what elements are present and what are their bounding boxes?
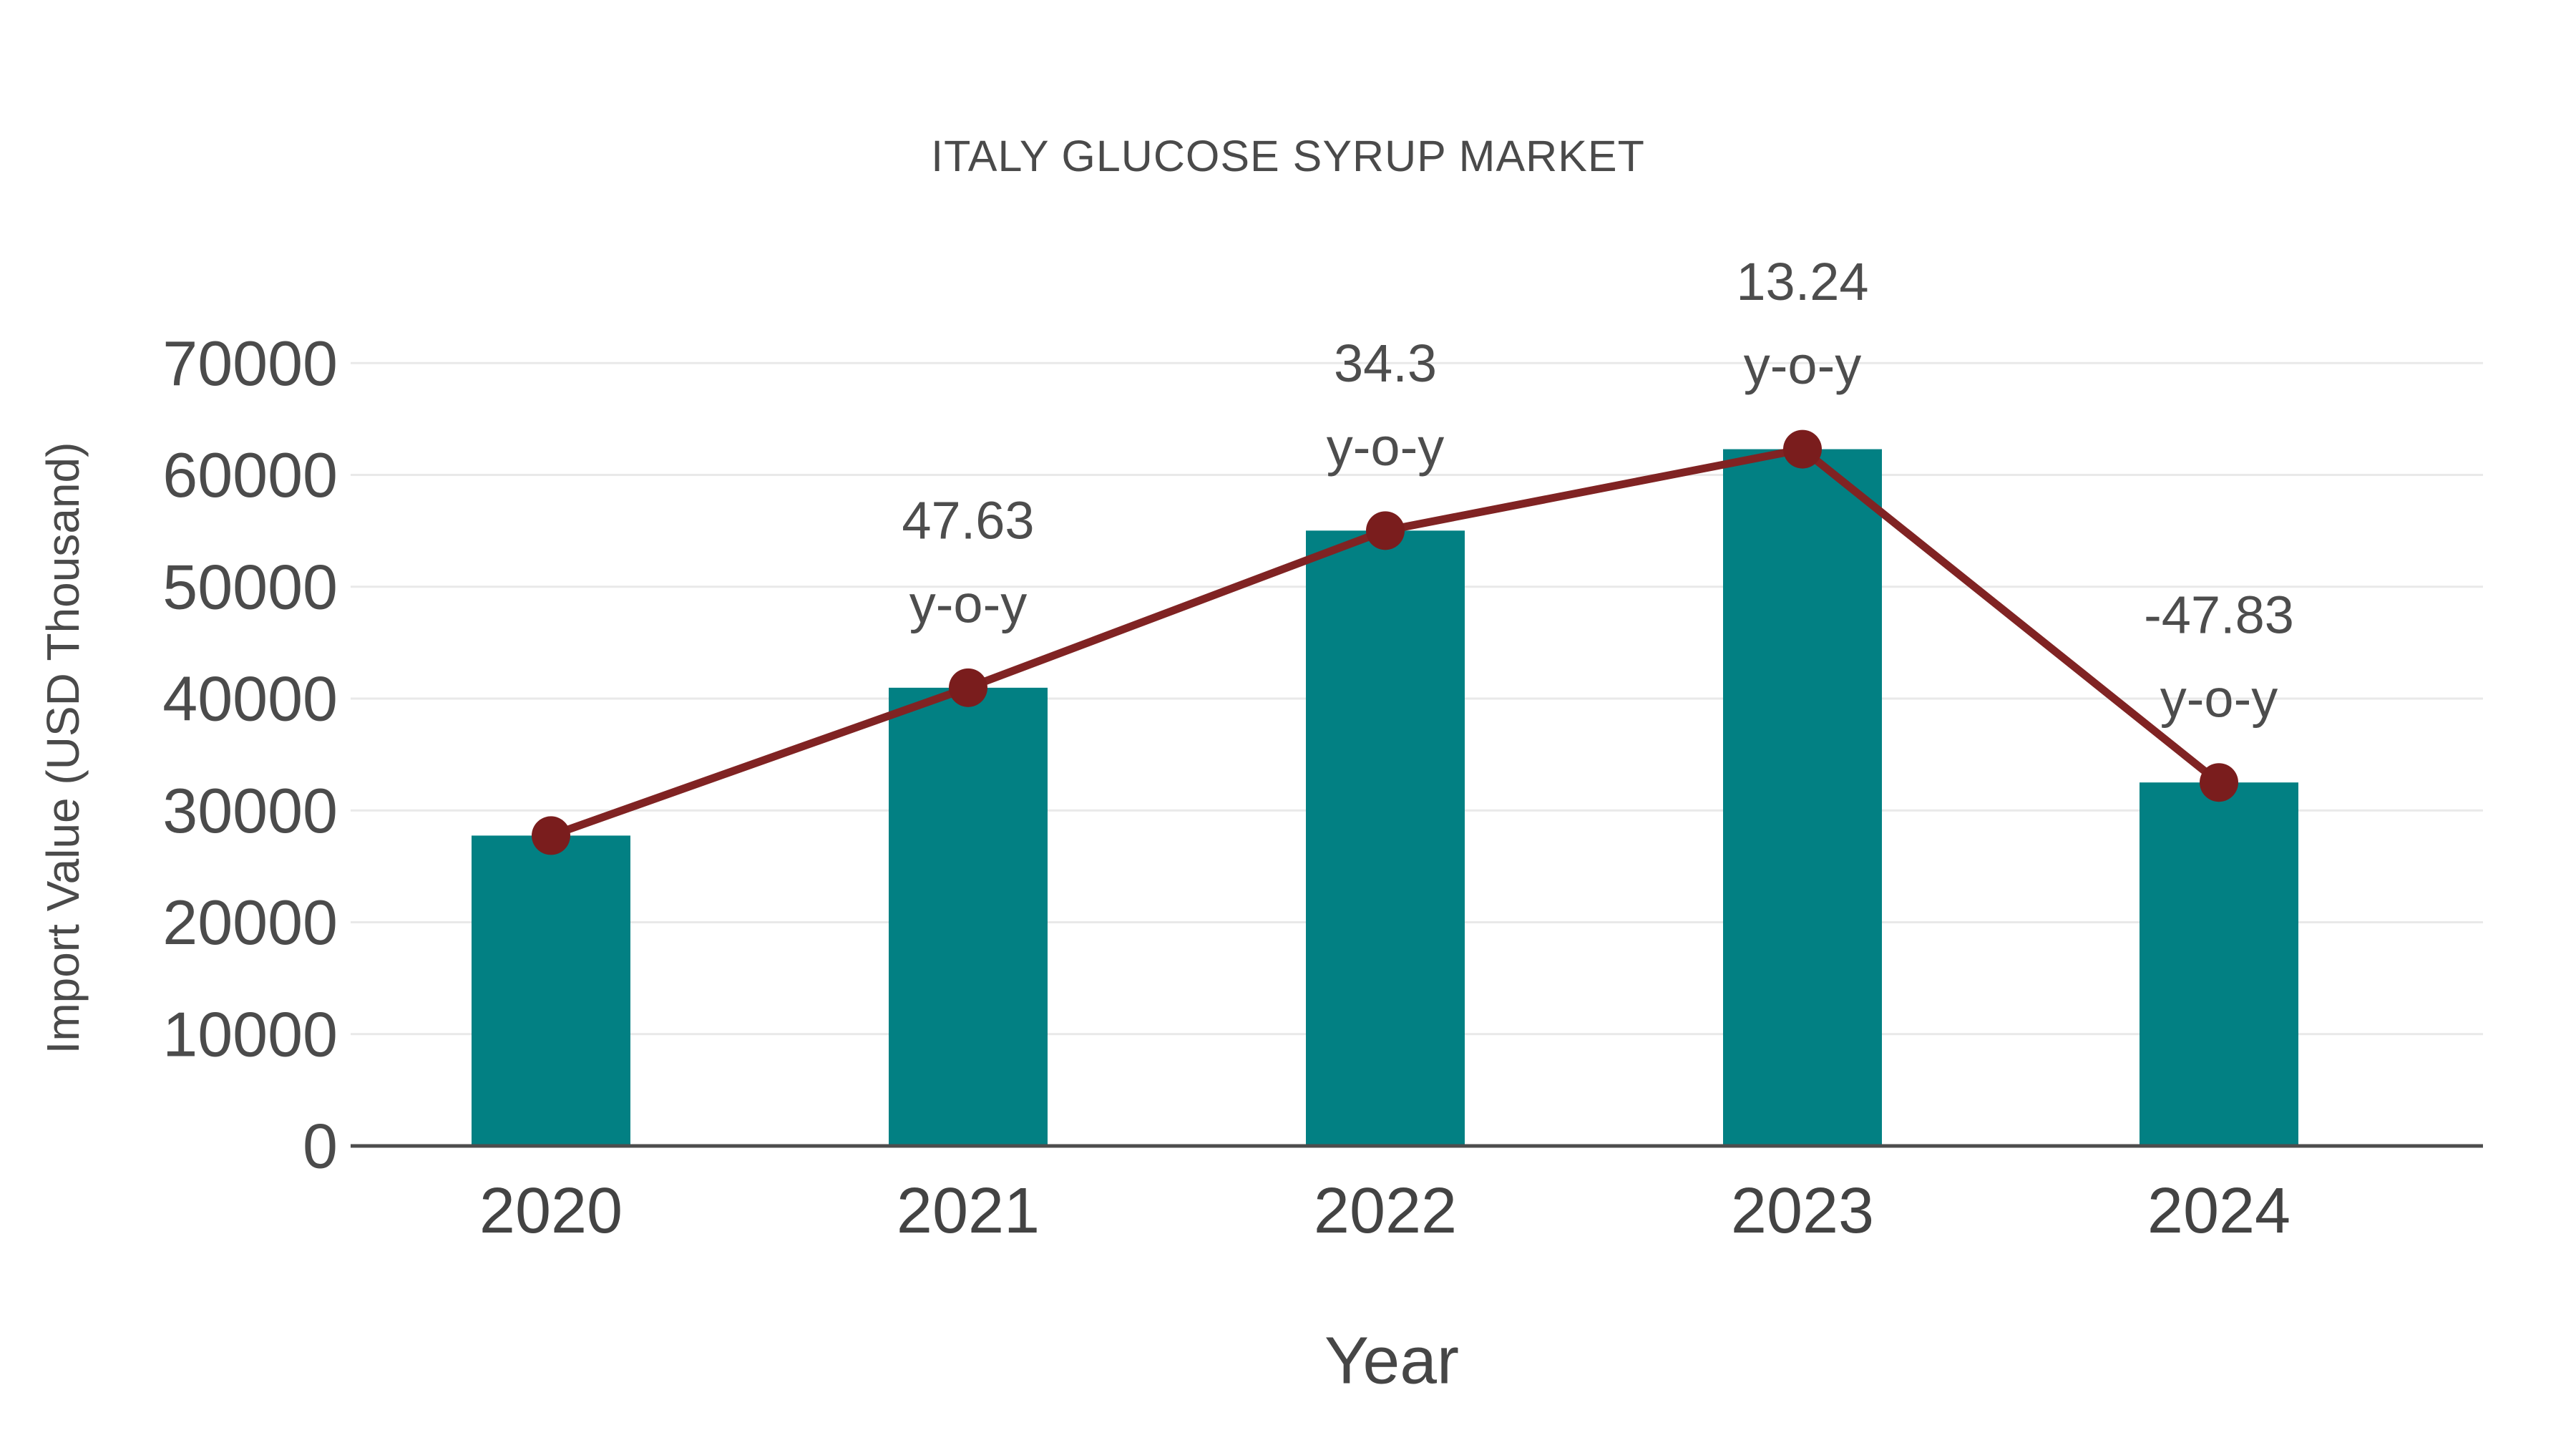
marker-2020 xyxy=(532,816,570,855)
bar-2022 xyxy=(1306,530,1465,1146)
x-tick-2024: 2024 xyxy=(2147,1175,2290,1247)
annotation-2021-suffix: y-o-y xyxy=(909,574,1027,633)
y-tick-70000: 70000 xyxy=(162,328,338,399)
x-tick-2020: 2020 xyxy=(479,1175,623,1247)
bar-2021 xyxy=(889,687,1048,1146)
bar-2024 xyxy=(2140,782,2298,1146)
x-tick-2021: 2021 xyxy=(897,1175,1040,1247)
marker-2023 xyxy=(1783,429,1822,469)
y-tick-10000: 10000 xyxy=(162,998,338,1069)
annotation-2023-suffix: y-o-y xyxy=(1744,336,1861,395)
y-tick-0: 0 xyxy=(303,1111,338,1182)
x-tick-2023: 2023 xyxy=(1731,1175,1874,1247)
y-tick-30000: 30000 xyxy=(162,775,338,846)
bar-2020 xyxy=(472,835,630,1146)
chart-title: ITALY GLUCOSE SYRUP MARKET xyxy=(931,132,1645,180)
marker-2022 xyxy=(1366,511,1405,550)
y-axis-title: Import Value (USD Thousand) xyxy=(37,442,89,1054)
x-tick-2022: 2022 xyxy=(1314,1175,1457,1247)
annotation-2024-suffix: y-o-y xyxy=(2160,669,2278,729)
y-tick-40000: 40000 xyxy=(162,664,338,734)
y-tick-60000: 60000 xyxy=(162,439,338,510)
marker-2024 xyxy=(2200,763,2238,802)
annotation-2024-value: -47.83 xyxy=(2144,585,2294,645)
annotation-2022-suffix: y-o-y xyxy=(1327,417,1444,477)
y-tick-20000: 20000 xyxy=(162,887,338,958)
y-tick-50000: 50000 xyxy=(162,551,338,622)
bar-2023 xyxy=(1723,449,1882,1146)
annotation-2023-value: 13.24 xyxy=(1736,252,1868,311)
marker-2021 xyxy=(949,668,987,707)
annotation-2021-value: 47.63 xyxy=(902,490,1034,550)
x-axis-title: Year xyxy=(1324,1323,1459,1398)
annotation-2022-value: 34.3 xyxy=(1334,334,1437,393)
